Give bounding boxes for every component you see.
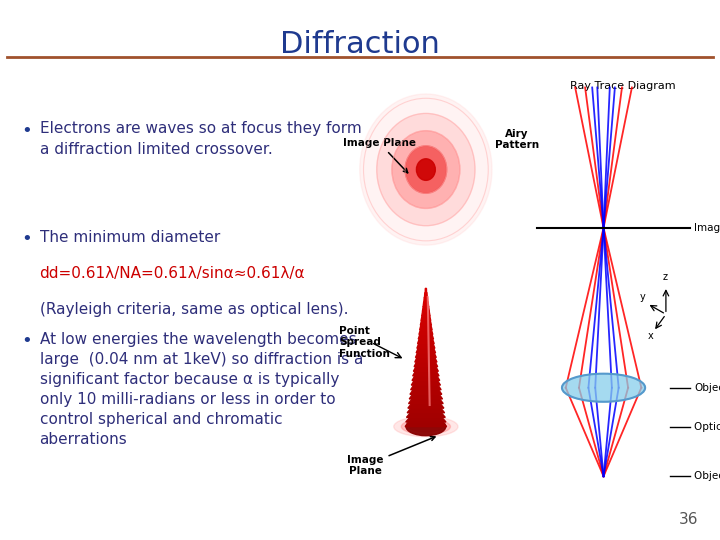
Ellipse shape xyxy=(562,374,645,402)
Polygon shape xyxy=(420,321,431,325)
Polygon shape xyxy=(410,390,442,394)
Polygon shape xyxy=(410,385,441,390)
Circle shape xyxy=(360,94,492,245)
Text: •: • xyxy=(22,122,32,139)
Polygon shape xyxy=(413,372,439,376)
Polygon shape xyxy=(416,348,436,353)
Text: 36: 36 xyxy=(679,511,698,526)
Polygon shape xyxy=(421,316,431,321)
Polygon shape xyxy=(408,403,444,408)
Polygon shape xyxy=(419,330,433,334)
Polygon shape xyxy=(420,325,432,330)
Polygon shape xyxy=(425,293,427,298)
Text: z: z xyxy=(662,272,667,282)
Text: Image
Plane: Image Plane xyxy=(347,436,435,476)
Polygon shape xyxy=(415,353,436,357)
Text: Ray Trace Diagram: Ray Trace Diagram xyxy=(570,81,675,91)
Text: Image Plane: Image Plane xyxy=(343,138,415,173)
Polygon shape xyxy=(407,413,445,417)
Polygon shape xyxy=(418,334,433,339)
Polygon shape xyxy=(408,408,444,413)
Text: Diffraction: Diffraction xyxy=(280,30,440,59)
Polygon shape xyxy=(406,417,446,422)
Circle shape xyxy=(416,159,436,180)
Ellipse shape xyxy=(409,421,443,432)
Polygon shape xyxy=(418,339,434,343)
Polygon shape xyxy=(413,367,438,372)
Text: Point
Spread
Function: Point Spread Function xyxy=(339,326,390,359)
Text: •: • xyxy=(22,230,32,247)
Ellipse shape xyxy=(394,416,458,437)
Polygon shape xyxy=(414,362,438,367)
Text: (Rayleigh criteria, same as optical lens).: (Rayleigh criteria, same as optical lens… xyxy=(40,302,348,318)
Text: •: • xyxy=(22,332,32,350)
Text: y: y xyxy=(639,292,645,302)
Text: Objective: Objective xyxy=(694,383,720,393)
Text: x: x xyxy=(648,331,654,341)
Ellipse shape xyxy=(401,419,451,434)
Circle shape xyxy=(392,131,460,208)
Text: At low energies the wavelength becomes
large  (0.04 nm at 1keV) so diffraction i: At low energies the wavelength becomes l… xyxy=(40,332,363,447)
Polygon shape xyxy=(423,302,428,307)
Polygon shape xyxy=(412,376,440,381)
Polygon shape xyxy=(405,422,446,427)
Polygon shape xyxy=(415,357,437,362)
Text: dd=0.61λ/NA=0.61λ/sinα≈0.61λ/α: dd=0.61λ/NA=0.61λ/sinα≈0.61λ/α xyxy=(40,266,305,281)
Polygon shape xyxy=(409,394,443,399)
Circle shape xyxy=(405,146,446,193)
Polygon shape xyxy=(411,381,441,385)
Text: Object Point: Object Point xyxy=(694,471,720,481)
Text: Electrons are waves so at focus they form
a diffraction limited crossover.: Electrons are waves so at focus they for… xyxy=(40,122,361,157)
Polygon shape xyxy=(408,399,444,403)
Polygon shape xyxy=(417,343,435,348)
Polygon shape xyxy=(422,312,430,316)
Polygon shape xyxy=(423,307,429,312)
Text: The minimum diameter: The minimum diameter xyxy=(40,230,220,245)
Text: Image Plane: Image Plane xyxy=(694,223,720,233)
Polygon shape xyxy=(424,298,428,302)
Circle shape xyxy=(377,113,475,226)
Text: Airy
Pattern: Airy Pattern xyxy=(495,129,539,150)
Text: Optical Axis: Optical Axis xyxy=(694,422,720,431)
Ellipse shape xyxy=(406,417,446,436)
